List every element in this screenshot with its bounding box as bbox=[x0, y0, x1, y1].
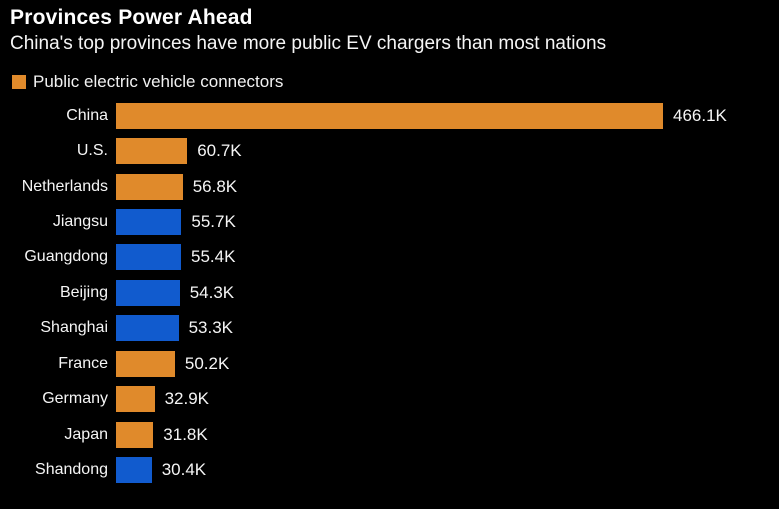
chart-legend: Public electric vehicle connectors bbox=[12, 72, 283, 92]
bar-category-label: Guangdong bbox=[24, 248, 108, 266]
bar-row: Germany 32.9K bbox=[0, 382, 779, 417]
bar bbox=[116, 457, 152, 484]
bar-value-label: 30.4K bbox=[161, 460, 207, 480]
bar-row: Shandong 30.4K bbox=[0, 452, 779, 487]
bar bbox=[116, 421, 154, 448]
legend-swatch-icon bbox=[12, 75, 26, 89]
bar-value-label: 466.1K bbox=[673, 105, 727, 125]
bar-category-label: Shanghai bbox=[40, 319, 108, 337]
bar-category-label: Beijing bbox=[59, 283, 108, 301]
bar bbox=[116, 102, 663, 129]
bar-category-label: Shandong bbox=[35, 461, 108, 479]
bar bbox=[116, 209, 182, 236]
bar-category-label: China bbox=[66, 106, 108, 124]
bar-row: Netherlands 56.8K bbox=[0, 169, 779, 204]
bar bbox=[116, 386, 155, 413]
bar-value-label: 55.4K bbox=[191, 247, 236, 267]
bar-row: U.S. 60.7K bbox=[0, 133, 779, 168]
chart-subtitle: China's top provinces have more public E… bbox=[10, 33, 607, 54]
bar-row: Guangdong 55.4K bbox=[0, 240, 779, 275]
bar-category-label: France bbox=[58, 354, 108, 372]
bar-row: Japan 31.8K bbox=[0, 417, 779, 452]
bar bbox=[116, 315, 179, 342]
bar bbox=[116, 244, 181, 271]
bar-row: Shanghai 53.3K bbox=[0, 311, 779, 346]
bar-value-label: 31.8K bbox=[163, 424, 208, 444]
bar-row: China 466.1K bbox=[0, 98, 779, 133]
bar-row: Jiangsu 55.7K bbox=[0, 204, 779, 239]
bar-value-label: 55.7K bbox=[191, 212, 236, 232]
bar-category-label: U.S. bbox=[76, 142, 108, 160]
bar-category-label: Japan bbox=[64, 425, 108, 443]
bar-value-label: 56.8K bbox=[192, 176, 238, 196]
bar bbox=[116, 173, 183, 200]
legend-label: Public electric vehicle connectors bbox=[33, 72, 284, 91]
bar-category-label: Jiangsu bbox=[52, 213, 108, 231]
bar bbox=[116, 138, 188, 165]
chart-title: Provinces Power Ahead bbox=[10, 6, 253, 29]
bar-value-label: 32.9K bbox=[164, 389, 210, 409]
bar bbox=[116, 279, 180, 306]
bar-value-label: 54.3K bbox=[189, 282, 235, 302]
bar-chart: China 466.1K U.S. 60.7K Netherlands 56.8… bbox=[0, 98, 779, 490]
bar-value-label: 53.3K bbox=[188, 318, 234, 338]
bar bbox=[116, 350, 175, 377]
bar-category-label: Germany bbox=[42, 390, 108, 408]
bar-value-label: 50.2K bbox=[184, 353, 230, 373]
bar-value-label: 60.7K bbox=[197, 141, 242, 161]
bar-row: Beijing 54.3K bbox=[0, 275, 779, 310]
bar-category-label: Netherlands bbox=[21, 177, 108, 195]
bar-row: France 50.2K bbox=[0, 346, 779, 381]
